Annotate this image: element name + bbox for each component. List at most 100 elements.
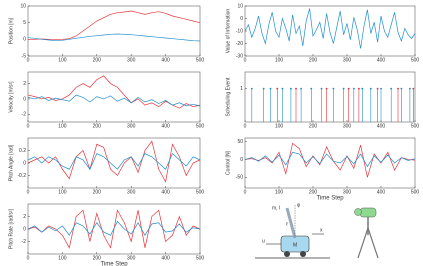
y-tick-label: -2 (22, 112, 27, 118)
x-tick-label: 100 (275, 189, 284, 195)
label-x: x (320, 227, 323, 233)
stem-marker (325, 87, 328, 90)
x-axis-label: Time Step (316, 196, 344, 202)
y-tick-label: 2 (23, 214, 26, 220)
stem-marker (342, 87, 345, 90)
x-tick-label: 0 (244, 123, 247, 129)
wheel (284, 251, 290, 257)
data-line (27, 153, 201, 170)
y-axis-label: Velocity [m/s²] (8, 81, 14, 113)
x-tick-label: 400 (161, 189, 170, 195)
label-length: ℓ (286, 221, 288, 227)
y-axis-label: Pitch Angle [rad] (8, 144, 14, 181)
data-line (27, 94, 201, 107)
stem-marker (347, 87, 350, 90)
x-tick-label: 0 (27, 189, 30, 195)
tripod (357, 227, 369, 259)
x-tick-label: 200 (309, 57, 318, 63)
x-tick-label: 300 (127, 123, 136, 129)
plot-frame (27, 71, 201, 123)
y-tick-label: 10 (20, 3, 26, 9)
stem-marker (380, 87, 382, 90)
subplot: 0 100 200 300 400 500 -0.2 0 0.2 Pitch Angle [rad… (8, 137, 205, 195)
x-tick-label: 400 (377, 57, 386, 63)
stem-marker (400, 87, 403, 90)
x-tick-label: 500 (196, 189, 205, 195)
x-tick-label: 200 (93, 189, 102, 195)
data-line (27, 140, 201, 183)
y-tick-label: 2 (23, 81, 26, 87)
plot-frame (244, 137, 416, 189)
label-mass: m, l (272, 205, 280, 211)
label-cart-mass: M (293, 242, 297, 248)
x-tick-label: 400 (377, 123, 386, 129)
x-tick-label: 100 (58, 189, 67, 195)
subplot: 0 100 200 300 400 500 -50 0 50 Control [N] Time St… (225, 137, 419, 202)
x-tick-label: 200 (93, 123, 102, 129)
stem-marker (276, 87, 279, 90)
stem-marker (262, 87, 265, 90)
x-tick-label: 200 (93, 255, 102, 261)
y-tick-label: 5 (23, 20, 26, 26)
x-tick-label: 300 (127, 189, 136, 195)
subplot: 0 100 200 300 400 500 -2 0 2 Pitch Rate [rad/s²] T… (8, 203, 204, 266)
pole (285, 207, 297, 239)
x-tick-label: 300 (343, 57, 352, 63)
camera (354, 207, 379, 259)
y-tick-label: -50 (236, 175, 243, 181)
stem-marker (281, 87, 284, 90)
x-tick-label: 400 (377, 189, 386, 195)
x-tick-label: 0 (27, 255, 30, 261)
x-tick-label: 200 (309, 189, 318, 195)
y-tick-label: -30 (236, 53, 243, 59)
data-line (244, 8, 416, 49)
plot-frame (27, 137, 201, 189)
x-tick-label: 100 (275, 123, 284, 129)
stem-marker (332, 87, 335, 90)
x-tick-label: 200 (93, 57, 102, 63)
y-tick-label: -2 (22, 239, 27, 245)
x-tick-label: 0 (27, 57, 30, 63)
x-tick-label: 300 (343, 123, 352, 129)
y-tick-label: 0 (23, 160, 26, 166)
stem-marker (310, 87, 313, 90)
x-tick-label: 500 (196, 57, 205, 63)
y-tick-label: -20 (236, 41, 243, 47)
data-line (244, 151, 416, 168)
y-axis-label: Value of Information (225, 9, 231, 54)
stem-marker (250, 87, 253, 90)
stem-marker (358, 87, 360, 90)
wheel (300, 251, 306, 257)
y-tick-label: 0 (23, 37, 26, 43)
data-line (27, 33, 201, 42)
stem-marker (290, 87, 292, 90)
y-tick-label: -0.2 (17, 173, 26, 179)
x-tick-label: 400 (161, 57, 170, 63)
x-tick-label: 300 (127, 57, 136, 63)
stem-marker (352, 87, 355, 90)
x-tick-label: 300 (127, 255, 136, 261)
x-tick-label: 500 (196, 123, 205, 129)
x-tick-label: 500 (411, 123, 420, 129)
x-tick-label: 500 (411, 57, 420, 63)
stem-marker (300, 87, 302, 90)
x-axis-label: Time Step (100, 262, 128, 266)
x-tick-label: 200 (309, 123, 318, 129)
y-tick-label: 10 (237, 3, 243, 9)
y-tick-label: 0 (240, 157, 243, 163)
data-line (28, 10, 201, 41)
y-tick-label: 0 (23, 96, 26, 102)
y-tick-label: 1 (240, 86, 243, 92)
plot-frame (244, 71, 416, 123)
stem-marker (409, 87, 411, 90)
subplot: 0 100 200 300 400 500 1 Scheduling Event (225, 71, 420, 129)
x-tick-label: 400 (161, 123, 170, 129)
x-tick-label: 100 (275, 57, 284, 63)
stem-marker (397, 87, 399, 90)
cart-pole-diagram: m, l φ ℓ u x M (255, 202, 330, 259)
y-axis-label: Pitch Rate [rad/s²] (8, 208, 14, 249)
plot-frame (27, 5, 201, 57)
